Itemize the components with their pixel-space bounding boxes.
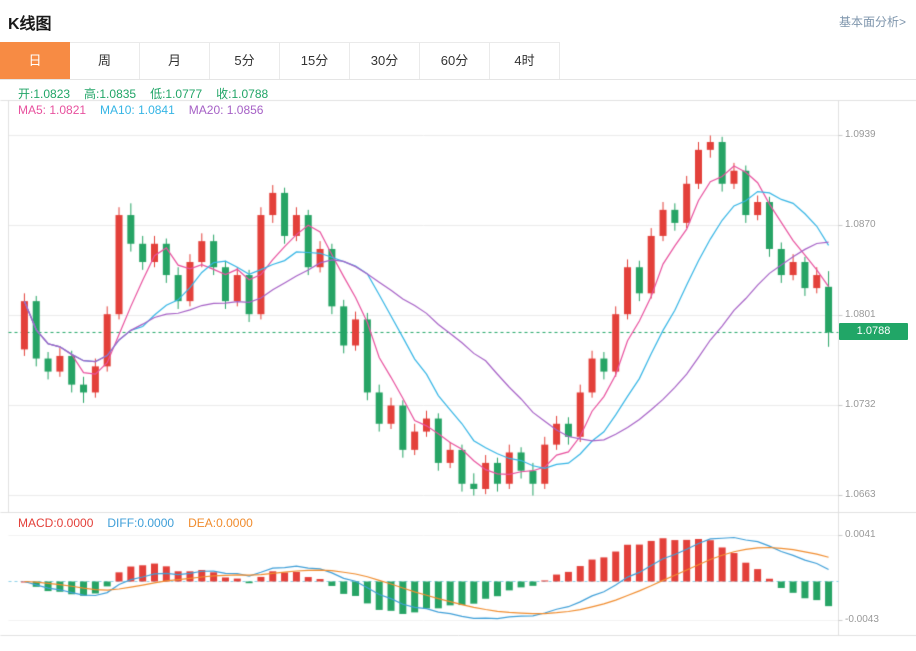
y-axis-label: 1.0732: [845, 399, 876, 410]
y-axis-label: 1.0801: [845, 309, 876, 320]
timeframe-tabbar: 日 周 月 5分 15分 30分 60分 4时: [0, 42, 916, 80]
tab-5min[interactable]: 5分: [210, 42, 280, 79]
y-axis-label: 1.0939: [845, 129, 876, 140]
tab-60min[interactable]: 60分: [420, 42, 490, 79]
tab-15min[interactable]: 15分: [280, 42, 350, 79]
fundamental-analysis-link[interactable]: 基本面分析>: [838, 15, 906, 29]
candlestick-chart-canvas[interactable]: [0, 80, 916, 641]
ma20-value: MA20: 1.0856: [188, 103, 264, 117]
macd-value: MACD:0.0000: [18, 516, 94, 530]
macd-axis-label: 0.0041: [845, 529, 876, 540]
close-value: 收:1.0788: [216, 87, 269, 101]
tab-week[interactable]: 周: [70, 42, 140, 79]
y-axis-label: 1.0663: [845, 489, 876, 500]
tab-day[interactable]: 日: [0, 42, 70, 79]
current-price-badge: 1.0788: [839, 323, 908, 340]
diff-value: DIFF:0.0000: [107, 516, 175, 530]
ma10-value: MA10: 1.0841: [100, 103, 175, 117]
tab-30min[interactable]: 30分: [350, 42, 420, 79]
macd-axis-label: -0.0043: [845, 614, 879, 625]
header: K线图 基本面分析>: [0, 0, 916, 42]
ma5-value: MA5: 1.0821: [18, 103, 87, 117]
ma-legend: MA5: 1.0821 MA10: 1.0841 MA20: 1.0856: [18, 103, 263, 117]
macd-legend: MACD:0.0000 DIFF:0.0000 DEA:0.0000: [18, 516, 253, 530]
tab-4hour[interactable]: 4时: [490, 42, 560, 79]
high-value: 高:1.0835: [84, 87, 137, 101]
ohlc-legend: 开:1.0823 高:1.0835 低:1.0777 收:1.0788: [18, 85, 268, 102]
y-axis-label: 1.0870: [845, 219, 876, 230]
tab-month[interactable]: 月: [140, 42, 210, 79]
chart-area: 开:1.0823 高:1.0835 低:1.0777 收:1.0788 MA5:…: [0, 80, 916, 641]
dea-value: DEA:0.0000: [188, 516, 253, 530]
open-value: 开:1.0823: [18, 87, 71, 101]
page-title: K线图: [8, 16, 52, 33]
low-value: 低:1.0777: [150, 87, 203, 101]
